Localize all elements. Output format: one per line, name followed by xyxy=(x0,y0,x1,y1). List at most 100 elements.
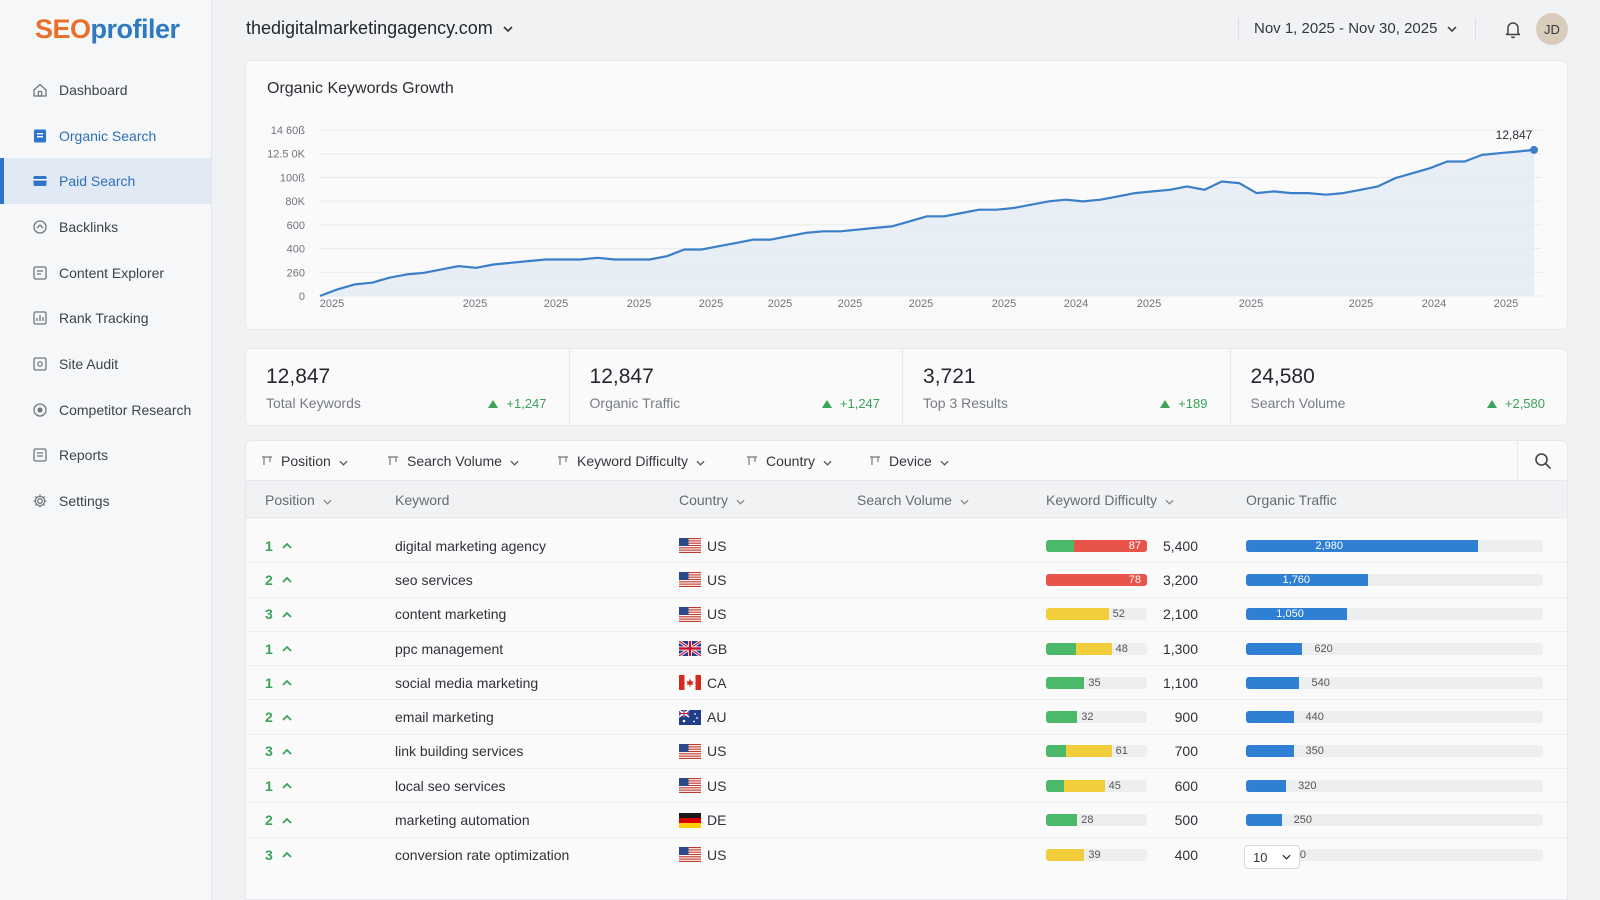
column-header-search-volume[interactable]: Search Volume xyxy=(857,481,969,518)
position-cell: 1 xyxy=(265,666,292,699)
traffic-bar-fill xyxy=(1246,608,1347,621)
country-cell: AU xyxy=(679,700,726,733)
chart-end-point[interactable] xyxy=(1530,145,1538,154)
paid-search-icon xyxy=(31,172,49,190)
table-row[interactable]: 1 social media marketing CA 1,100 35 540 xyxy=(246,666,1567,701)
table-row[interactable]: 1 digital marketing agency US 5,400 87 2… xyxy=(246,529,1567,564)
difficulty-bar-fill xyxy=(1076,642,1112,655)
position-cell: 1 xyxy=(265,632,292,665)
search-icon xyxy=(1534,453,1551,469)
position-value: 3 xyxy=(265,606,273,623)
column-header-label: Organic Traffic xyxy=(1246,491,1337,508)
sidebar-item-label: Rank Tracking xyxy=(59,310,149,327)
country-cell: DE xyxy=(679,803,726,836)
table-row[interactable]: 2 seo services US 3,200 78 1,760 xyxy=(246,563,1567,598)
keyword-cell[interactable]: social media marketing xyxy=(395,674,539,691)
chart-end-label: 12,847 xyxy=(1496,128,1533,142)
sidebar-item-competitor-research[interactable]: Competitor Research xyxy=(0,387,211,433)
up-chevron-icon xyxy=(282,542,292,549)
column-header-position[interactable]: Position xyxy=(265,481,332,518)
sidebar-item-settings[interactable]: Settings xyxy=(0,478,211,524)
table-row[interactable]: 1 ppc management GB 1,300 48 620 xyxy=(246,632,1567,667)
keyword-cell[interactable]: marketing automation xyxy=(395,812,530,829)
chart-area-fill xyxy=(320,149,1534,296)
filter-search-volume[interactable]: Search Volume xyxy=(387,441,519,481)
search-button[interactable] xyxy=(1517,441,1567,481)
sidebar-item-label: Paid Search xyxy=(59,173,136,190)
keyword-cell[interactable]: conversion rate optimization xyxy=(395,846,570,863)
sidebar-item-rank-tracking[interactable]: Rank Tracking xyxy=(0,295,211,341)
filter-position[interactable]: Position xyxy=(261,441,348,481)
country-cell: US xyxy=(679,838,726,872)
chart-title: Organic Keywords Growth xyxy=(267,80,454,97)
position-cell: 1 xyxy=(265,769,292,802)
sidebar-item-reports[interactable]: Reports xyxy=(0,433,211,479)
keyword-cell[interactable]: local seo services xyxy=(395,777,506,794)
sidebar: SEOprofiler Dashboard Organic Search Paid … xyxy=(0,0,212,900)
domain-selector[interactable]: thedigitalmarketingagency.com xyxy=(246,18,513,39)
keyword-cell[interactable]: link building services xyxy=(395,743,524,760)
traffic-bar: 620 xyxy=(1246,642,1543,655)
keyword-cell[interactable]: ppc management xyxy=(395,640,504,657)
search-volume-cell: 5,400 xyxy=(1162,537,1198,554)
filter-country[interactable]: Country xyxy=(746,441,832,481)
difficulty-bar: 39 xyxy=(1046,848,1147,861)
difficulty-bar: 78 xyxy=(1046,573,1147,586)
keyword-cell[interactable]: content marketing xyxy=(395,606,507,623)
column-header-keyword-difficulty[interactable]: Keyword Difficulty xyxy=(1046,481,1174,518)
table-row[interactable]: 2 email marketing AU 900 32 440 xyxy=(246,700,1567,735)
audit-icon xyxy=(31,355,49,373)
traffic-bar: 2,980 xyxy=(1246,539,1543,552)
table-row[interactable]: 3 content marketing US 2,100 52 1,050 xyxy=(246,598,1567,632)
difficulty-bar: 61 xyxy=(1046,745,1147,758)
sidebar-item-content-explorer[interactable]: Content Explorer xyxy=(0,250,211,296)
organic-keywords-chart-card: Organic Keywords Growth 0 260 400 600 80K 100… xyxy=(245,60,1568,330)
position-value: 2 xyxy=(265,571,273,588)
sidebar-item-organic-search[interactable]: Organic Search xyxy=(0,113,211,159)
traffic-value: 320 xyxy=(1298,779,1317,792)
column-header-country[interactable]: Country xyxy=(679,481,745,518)
filter-device[interactable]: Device xyxy=(869,441,949,481)
x-tick-label: 2025 xyxy=(320,298,344,310)
country-cell: US xyxy=(679,529,726,562)
header-divider xyxy=(1475,18,1476,40)
difficulty-cell: 48 xyxy=(1046,632,1147,665)
keyword-cell[interactable]: email marketing xyxy=(395,709,494,726)
sidebar-item-backlinks[interactable]: Backlinks xyxy=(0,204,211,250)
difficulty-value: 39 xyxy=(1088,848,1101,861)
table-row[interactable]: 1 local seo services US 600 45 320 xyxy=(246,769,1567,804)
sidebar-item-paid-search[interactable]: Paid Search xyxy=(0,158,211,205)
column-header-organic-traffic[interactable]: Organic Traffic xyxy=(1246,481,1337,518)
country-code: AU xyxy=(707,709,727,726)
keyword-cell[interactable]: digital marketing agency xyxy=(395,537,546,554)
position-value: 2 xyxy=(265,812,273,829)
search-volume-cell: 700 xyxy=(1174,743,1198,760)
chevron-down-icon xyxy=(736,492,745,508)
sidebar-item-label: Competitor Research xyxy=(59,401,192,418)
table-row[interactable]: 3 conversion rate optimization US 400 39… xyxy=(246,838,1567,872)
keyword-cell[interactable]: seo services xyxy=(395,571,473,588)
filter-keyword-difficulty[interactable]: Keyword Difficulty xyxy=(557,441,705,481)
table-row[interactable]: 3 link building services US 700 61 350 xyxy=(246,735,1567,770)
traffic-cell: 320 xyxy=(1246,769,1543,802)
sidebar-item-site-audit[interactable]: Site Audit xyxy=(0,341,211,387)
date-range-picker[interactable]: Nov 1, 2025 - Nov 30, 2025 xyxy=(1254,20,1457,37)
reports-icon xyxy=(31,446,49,464)
header-divider xyxy=(1238,18,1239,40)
filter-icon xyxy=(747,456,757,465)
position-value: 1 xyxy=(265,777,273,794)
user-avatar[interactable]: JD xyxy=(1536,13,1568,45)
traffic-cell: 1,760 xyxy=(1246,563,1543,596)
difficulty-value: 48 xyxy=(1115,642,1128,655)
table-row[interactable]: 2 marketing automation DE 500 28 250 xyxy=(246,803,1567,838)
sidebar-item-dashboard[interactable]: Dashboard xyxy=(0,67,211,113)
organic-keywords-chart: 0 260 400 600 80K 100ß 12.5 0K 14 60ß 2025 2025 20… xyxy=(267,125,1542,310)
column-header-keyword[interactable]: Keyword xyxy=(395,481,449,518)
filter-label: Keyword Difficulty xyxy=(577,453,689,469)
country-code: DE xyxy=(707,812,727,829)
page-size-select[interactable]: 10 xyxy=(1244,845,1300,869)
difficulty-value: 87 xyxy=(1128,539,1141,552)
bell-icon[interactable] xyxy=(1502,18,1524,40)
competitor-icon xyxy=(31,401,49,419)
app-logo[interactable]: SEOprofiler xyxy=(35,14,180,45)
